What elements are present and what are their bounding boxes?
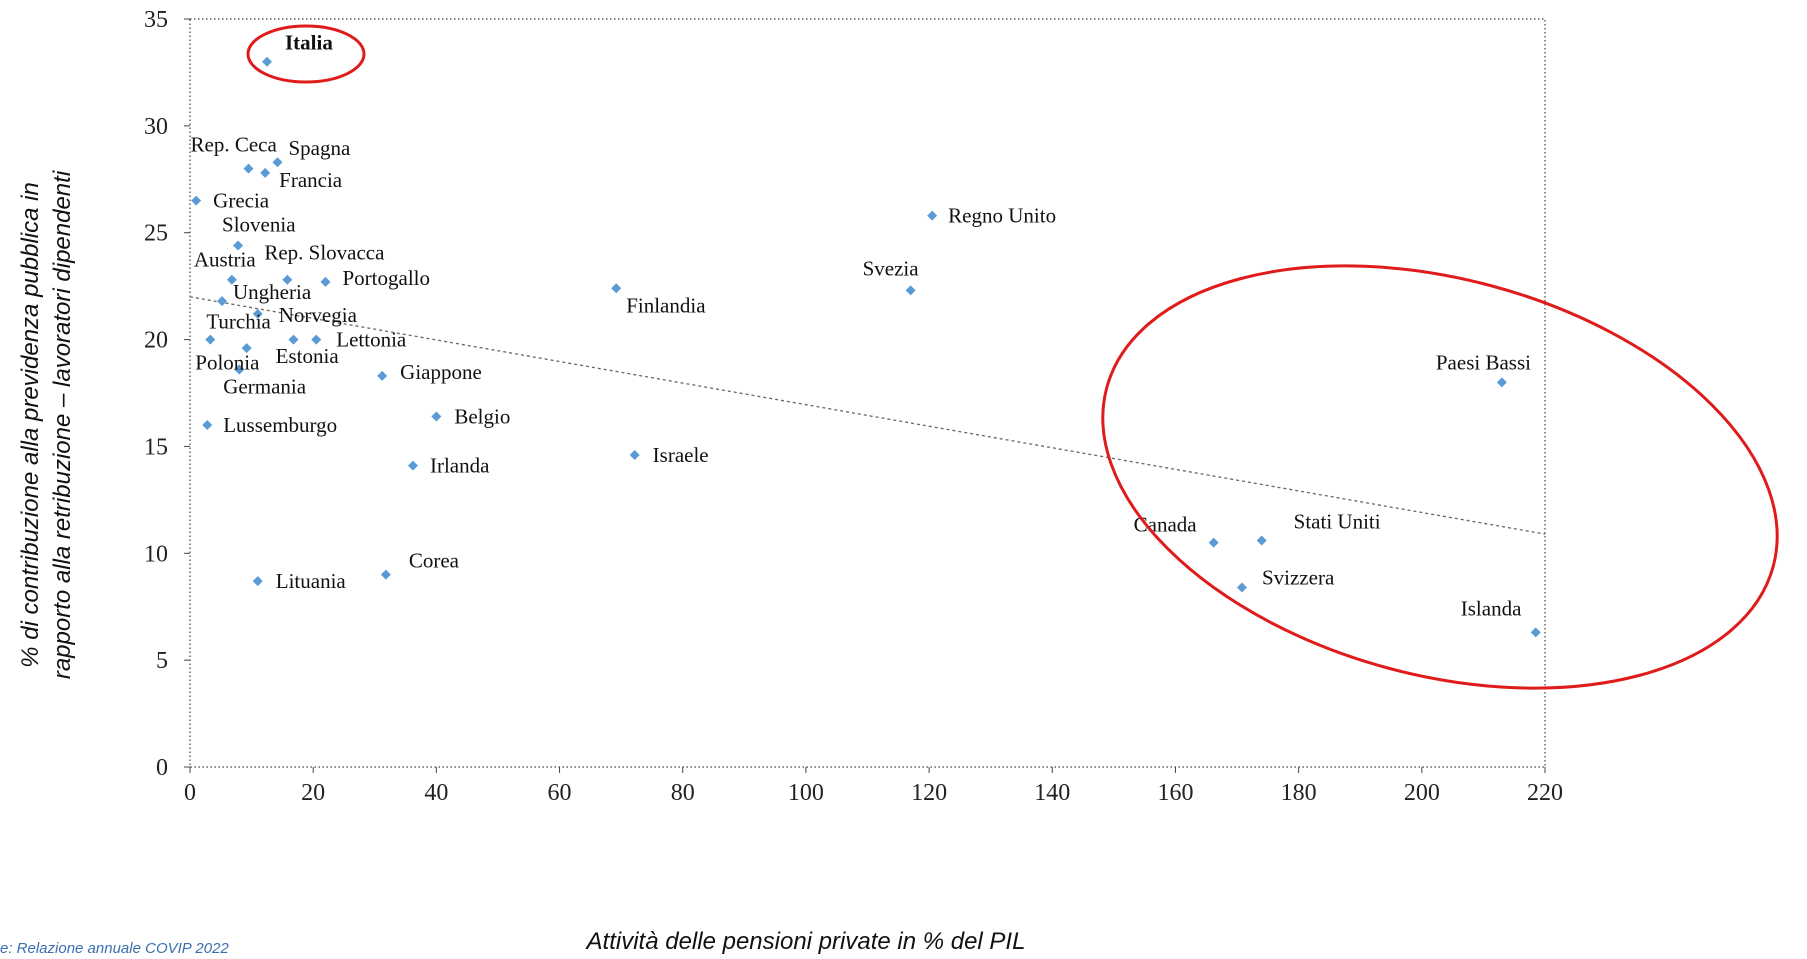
y-tick-label: 5 bbox=[156, 648, 168, 674]
plot-border bbox=[189, 18, 1546, 768]
data-point-marker bbox=[205, 334, 216, 345]
data-point-label: Spagna bbox=[288, 136, 351, 160]
data-point-marker bbox=[217, 296, 228, 307]
data-point-marker bbox=[407, 460, 418, 471]
y-tick-label: 25 bbox=[144, 221, 168, 247]
data-point-marker bbox=[234, 364, 245, 375]
data-point-label: Italia bbox=[285, 31, 333, 55]
data-point-label: Paesi Bassi bbox=[1436, 350, 1531, 374]
data-point-marker bbox=[1236, 582, 1247, 593]
data-point-marker bbox=[629, 449, 640, 460]
data-point-label: Regno Unito bbox=[948, 204, 1056, 228]
data-point-label: Islanda bbox=[1461, 596, 1522, 620]
data-point-label: Slovenia bbox=[222, 213, 296, 237]
data-point-label: Francia bbox=[279, 168, 343, 192]
data-point-marker bbox=[252, 576, 263, 587]
data-point-label: Ungheria bbox=[233, 280, 312, 304]
data-point-marker bbox=[431, 411, 442, 422]
data-point-marker bbox=[282, 274, 293, 285]
data-point-label: Israele bbox=[653, 443, 709, 467]
high-assets-highlight-ellipse bbox=[1101, 264, 1779, 690]
y-tick-label: 0 bbox=[156, 755, 168, 781]
data-point-marker bbox=[311, 334, 322, 345]
data-point-label: Rep. Ceca bbox=[191, 133, 278, 157]
data-point-marker bbox=[202, 420, 213, 431]
data-point-label: Lussemburgo bbox=[223, 413, 337, 437]
data-point-marker bbox=[377, 370, 388, 381]
y-tick-label: 15 bbox=[144, 434, 168, 460]
data-point-label: Irlanda bbox=[430, 454, 490, 478]
data-point-label: Lituania bbox=[276, 569, 347, 593]
axis-ticks: 0 20 40 60 80 100 120 140 160 180 200 220 0 5 10 15 20 25… bbox=[144, 7, 1563, 806]
x-tick-label: 120 bbox=[911, 780, 947, 806]
data-point-label: Finlandia bbox=[626, 293, 706, 317]
data-point-label: Norvegia bbox=[279, 303, 358, 327]
data-point-marker bbox=[261, 56, 272, 67]
data-point-marker bbox=[905, 285, 916, 296]
data-point-label: Giappone bbox=[400, 360, 482, 384]
source-note: e: Relazione annuale COVIP 2022 bbox=[0, 940, 229, 957]
plot-frame bbox=[189, 18, 1546, 768]
data-point-label: Austria bbox=[194, 248, 257, 272]
data-point-label: Corea bbox=[409, 549, 460, 573]
data-point-label: Svizzera bbox=[1262, 565, 1335, 589]
x-tick-label: 180 bbox=[1281, 780, 1317, 806]
data-point-marker bbox=[380, 569, 391, 580]
y-tick-label: 35 bbox=[144, 7, 168, 33]
y-axis-title-line: % di contribuzione alla previdenza pubbl… bbox=[17, 182, 44, 668]
y-tick-label: 10 bbox=[144, 541, 168, 567]
highlight-ellipses bbox=[246, 24, 1779, 690]
data-point-label: Canada bbox=[1134, 513, 1198, 537]
y-axis-title-line: rapporto alla retribuzione – lavoratori … bbox=[49, 170, 76, 679]
data-points bbox=[191, 56, 1541, 638]
x-tick-label: 100 bbox=[788, 780, 824, 806]
data-point-label: Estonia bbox=[276, 344, 340, 368]
data-point-marker bbox=[1496, 377, 1507, 388]
data-point-marker bbox=[288, 334, 299, 345]
data-point-marker bbox=[1530, 627, 1541, 638]
data-point-marker bbox=[233, 240, 244, 251]
data-point-label: Lettonia bbox=[336, 328, 407, 352]
data-point-marker bbox=[191, 195, 202, 206]
x-tick-label: 20 bbox=[301, 780, 325, 806]
data-point-label: Rep. Slovacca bbox=[264, 241, 385, 265]
point-labels: Italia Rep. Ceca Spagna Francia GreciaSloven… bbox=[191, 31, 1532, 621]
data-point-marker bbox=[241, 343, 252, 354]
x-tick-label: 160 bbox=[1157, 780, 1193, 806]
data-point-marker bbox=[252, 308, 263, 319]
data-point-label: Belgio bbox=[454, 405, 510, 429]
x-tick-label: 140 bbox=[1034, 780, 1070, 806]
italia-highlight-ellipse bbox=[246, 24, 366, 84]
data-point-marker bbox=[320, 276, 331, 287]
data-point-label: Germania bbox=[223, 374, 306, 398]
trendline-path bbox=[189, 296, 1546, 535]
x-tick-label: 40 bbox=[424, 780, 448, 806]
data-point-label: Stati Uniti bbox=[1294, 509, 1381, 533]
y-tick-label: 30 bbox=[144, 114, 168, 140]
data-point-marker bbox=[243, 163, 254, 174]
data-point-label: Turchia bbox=[206, 310, 271, 334]
data-point-label: Svezia bbox=[863, 256, 920, 280]
y-tick-label: 20 bbox=[144, 328, 168, 354]
data-point-marker bbox=[260, 167, 271, 178]
x-tick-label: 200 bbox=[1404, 780, 1440, 806]
x-tick-label: 80 bbox=[671, 780, 695, 806]
x-tick-label: 220 bbox=[1527, 780, 1563, 806]
data-point-label: Polonia bbox=[195, 350, 260, 374]
x-axis-title: Attività delle pensioni private in % del… bbox=[585, 928, 1026, 955]
data-point-marker bbox=[1208, 537, 1219, 548]
x-tick-label: 60 bbox=[548, 780, 572, 806]
data-point-marker bbox=[1256, 535, 1267, 546]
data-point-label: Portogallo bbox=[343, 266, 431, 290]
data-point-label: Grecia bbox=[213, 189, 270, 213]
trendline bbox=[189, 296, 1546, 535]
data-point-marker bbox=[272, 157, 283, 168]
y-axis-title: % di contribuzione alla previdenza pubbl… bbox=[17, 170, 76, 679]
x-tick-label: 0 bbox=[184, 780, 196, 806]
data-point-marker bbox=[226, 274, 237, 285]
data-point-marker bbox=[611, 283, 622, 294]
data-point-marker bbox=[927, 210, 938, 221]
